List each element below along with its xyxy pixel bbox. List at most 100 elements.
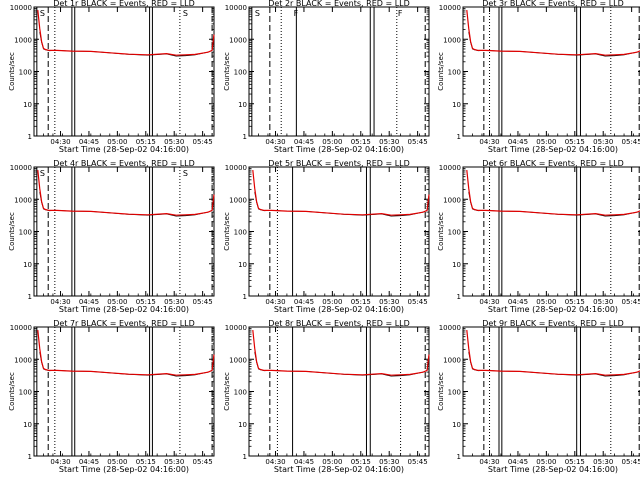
y-tick-label: 10 xyxy=(23,101,32,109)
y-tick-label: 10000 xyxy=(439,4,461,12)
plot-frame xyxy=(248,326,430,457)
x-tick-label: 04:30 xyxy=(479,138,499,146)
y-tick-label: 100 xyxy=(19,389,32,397)
x-tick-label: 04:45 xyxy=(294,138,314,146)
x-axis-label: Start Time (28-Sep-02 04:16:00) xyxy=(59,465,189,474)
x-tick-label: 05:00 xyxy=(107,298,127,306)
x-tick-label: 05:15 xyxy=(136,458,156,466)
y-tick-label: 10000 xyxy=(439,324,461,332)
y-axis-label: Counts/sec xyxy=(8,212,16,251)
x-tick-label: 05:15 xyxy=(565,458,585,466)
x-tick-label: 04:45 xyxy=(79,458,99,466)
lld-series-line xyxy=(37,170,215,216)
y-tick-label: 100 xyxy=(234,69,247,77)
x-tick-label: 05:00 xyxy=(322,298,342,306)
x-tick-label: 05:45 xyxy=(622,458,640,466)
y-tick-label: 1000 xyxy=(14,356,32,364)
y-tick-label: 10000 xyxy=(10,164,32,172)
y-tick-label: 100 xyxy=(448,69,461,77)
event-letter: S xyxy=(183,169,188,178)
plot-frame xyxy=(462,326,640,457)
lld-series-line xyxy=(252,330,430,376)
y-tick-label: 1 xyxy=(243,133,247,141)
x-tick-label: 04:45 xyxy=(508,298,528,306)
x-axis-label: Start Time (28-Sep-02 04:16:00) xyxy=(59,145,189,154)
y-tick-label: 1000 xyxy=(14,196,32,204)
events-series-line xyxy=(39,191,215,217)
x-tick-label: 04:30 xyxy=(50,458,70,466)
y-axis-label: Counts/sec xyxy=(8,372,16,411)
x-tick-label: 04:30 xyxy=(50,298,70,306)
x-tick-label: 05:00 xyxy=(322,138,342,146)
x-tick-label: 05:45 xyxy=(193,298,213,306)
events-series-line xyxy=(468,351,640,377)
y-tick-label: 100 xyxy=(448,229,461,237)
event-letter: S xyxy=(183,9,188,18)
x-tick-label: 04:30 xyxy=(265,138,285,146)
y-axis-label: Counts/sec xyxy=(437,372,445,411)
plot-frame xyxy=(462,166,640,297)
x-tick-label: 05:00 xyxy=(536,298,556,306)
y-axis-label: Counts/sec xyxy=(437,52,445,91)
x-tick-label: 04:30 xyxy=(479,458,499,466)
y-tick-label: 10 xyxy=(452,101,461,109)
x-tick-label: 05:15 xyxy=(351,298,371,306)
x-tick-label: 05:00 xyxy=(536,138,556,146)
y-tick-label: 100 xyxy=(448,389,461,397)
x-tick-label: 04:45 xyxy=(79,298,99,306)
plot-frame xyxy=(248,6,430,137)
x-tick-label: 05:45 xyxy=(408,458,428,466)
y-tick-label: 1000 xyxy=(443,36,461,44)
x-tick-label: 05:45 xyxy=(193,138,213,146)
x-tick-label: 05:45 xyxy=(408,138,428,146)
event-letter: F xyxy=(398,9,403,18)
event-letter: S xyxy=(40,169,45,178)
lld-series-line xyxy=(466,170,640,216)
x-tick-label: 05:15 xyxy=(136,298,156,306)
y-tick-label: 100 xyxy=(19,69,32,77)
y-tick-label: 1 xyxy=(243,293,247,301)
chart-title: Det 4r BLACK = Events, RED = LLD xyxy=(53,159,195,168)
event-letter: S xyxy=(40,9,45,18)
events-series-line xyxy=(468,191,640,217)
x-tick-label: 05:30 xyxy=(593,458,613,466)
x-tick-label: 05:30 xyxy=(379,138,399,146)
x-tick-label: 05:00 xyxy=(536,458,556,466)
y-tick-label: 1000 xyxy=(443,356,461,364)
x-axis-label: Start Time (28-Sep-02 04:16:00) xyxy=(59,305,189,314)
x-tick-label: 05:30 xyxy=(593,298,613,306)
x-tick-label: 04:45 xyxy=(508,458,528,466)
x-tick-label: 04:30 xyxy=(265,458,285,466)
x-tick-label: 05:30 xyxy=(164,458,184,466)
y-tick-label: 1000 xyxy=(229,196,247,204)
x-tick-label: 05:45 xyxy=(622,138,640,146)
y-tick-label: 1 xyxy=(28,133,32,141)
y-tick-label: 10000 xyxy=(225,164,247,172)
chart-title: Det 8r BLACK = Events, RED = LLD xyxy=(268,319,410,328)
y-tick-label: 10000 xyxy=(10,324,32,332)
x-tick-label: 05:30 xyxy=(164,138,184,146)
x-tick-label: 04:45 xyxy=(294,298,314,306)
y-tick-label: 1000 xyxy=(14,36,32,44)
chart-title: Det 2r BLACK = Events, RED = LLD xyxy=(268,0,410,8)
y-tick-label: 1000 xyxy=(229,356,247,364)
x-tick-label: 05:30 xyxy=(593,138,613,146)
x-tick-label: 05:00 xyxy=(107,458,127,466)
y-tick-label: 10000 xyxy=(225,324,247,332)
y-tick-label: 10 xyxy=(452,421,461,429)
y-tick-label: 10000 xyxy=(439,164,461,172)
x-tick-label: 04:45 xyxy=(294,458,314,466)
plot-frame xyxy=(33,326,215,457)
x-axis-label: Start Time (28-Sep-02 04:16:00) xyxy=(488,465,618,474)
x-tick-label: 04:30 xyxy=(265,298,285,306)
y-tick-label: 1 xyxy=(243,453,247,461)
y-tick-label: 1000 xyxy=(443,196,461,204)
lld-series-line xyxy=(466,330,640,376)
y-tick-label: 100 xyxy=(234,389,247,397)
y-axis-label: Counts/sec xyxy=(8,52,16,91)
x-tick-label: 05:00 xyxy=(107,138,127,146)
y-tick-label: 10 xyxy=(452,261,461,269)
x-tick-label: 05:15 xyxy=(351,138,371,146)
chart-title: Det 3r BLACK = Events, RED = LLD xyxy=(482,0,624,8)
